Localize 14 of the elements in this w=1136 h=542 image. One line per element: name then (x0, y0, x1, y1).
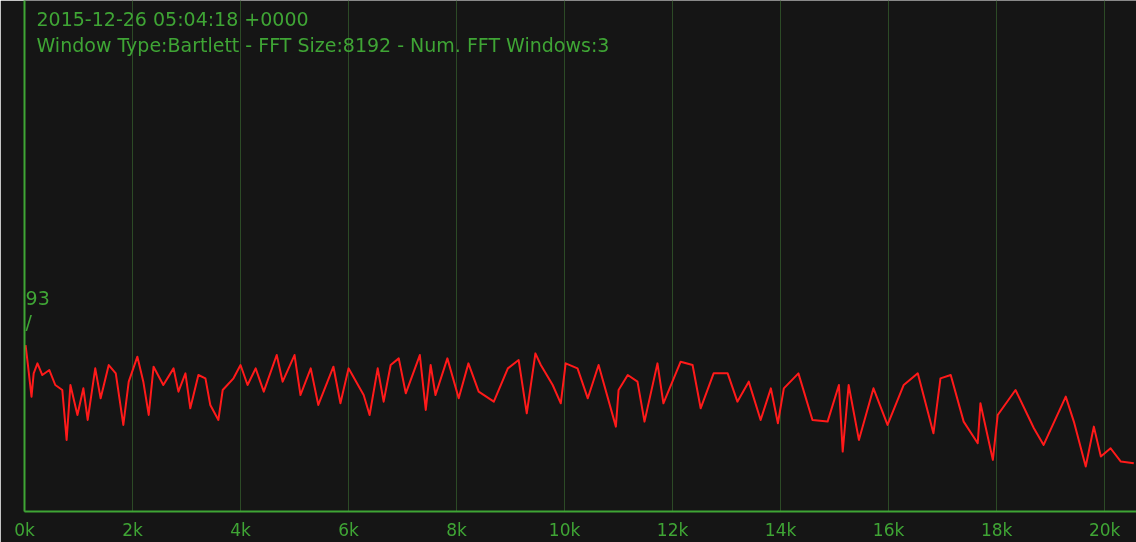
x-tick-label: 14k (764, 519, 797, 540)
chart-title: 2015-12-26 05:04:18 +0000 (36, 7, 309, 30)
x-tick-label: 0k (14, 519, 35, 540)
x-tick-label: 16k (872, 519, 905, 540)
x-tick-label: 20k (1088, 519, 1121, 540)
x-tick-label: 8k (446, 519, 468, 540)
x-tick-label: 4k (230, 519, 252, 540)
chart-subtitle: Window Type:Bartlett - FFT Size:8192 - Num. FFT Windows:3 (36, 33, 610, 56)
x-tick-label: 2k (122, 519, 143, 540)
x-tick-label: 12k (656, 519, 689, 540)
x-tick-label: 10k (548, 519, 581, 540)
text: 93 / (25, 286, 50, 334)
x-tick-label: 18k (980, 519, 1013, 540)
x-tick-label: 6k (338, 519, 360, 540)
